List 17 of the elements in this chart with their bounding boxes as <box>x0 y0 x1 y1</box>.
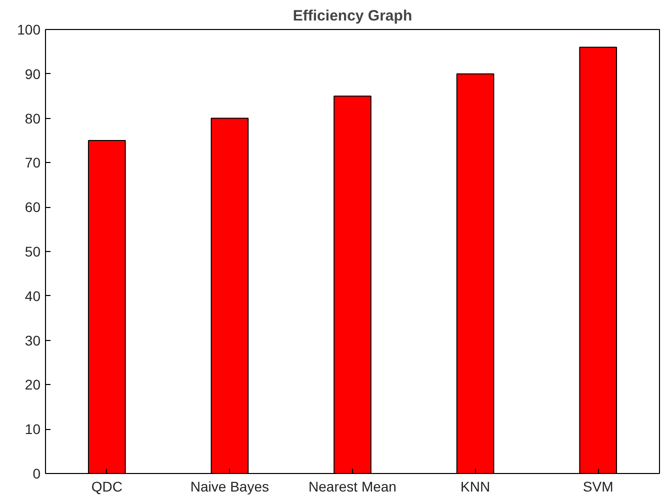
y-tick-label: 80 <box>24 110 41 126</box>
x-tick-label: KNN <box>460 478 490 494</box>
x-tick-label: Naive Bayes <box>190 478 269 494</box>
y-tick-label: 60 <box>24 199 41 216</box>
x-tick-label: SVM <box>582 478 614 494</box>
y-tick-label: 30 <box>24 332 41 348</box>
y-tick-label: 0 <box>32 466 41 482</box>
y-tick-label: 90 <box>24 66 41 82</box>
chart-title: Efficiency Graph <box>292 8 412 24</box>
x-tick-label: QDC <box>91 478 122 494</box>
y-tick-label: 70 <box>24 154 41 171</box>
y-tick-label: 100 <box>17 22 41 38</box>
y-tick-label: 10 <box>24 421 41 438</box>
y-tick-label: 20 <box>24 376 41 393</box>
x-tick-label: Nearest Mean <box>308 478 396 494</box>
y-tick-label: 50 <box>24 244 41 260</box>
y-tick-label: 40 <box>24 288 41 304</box>
